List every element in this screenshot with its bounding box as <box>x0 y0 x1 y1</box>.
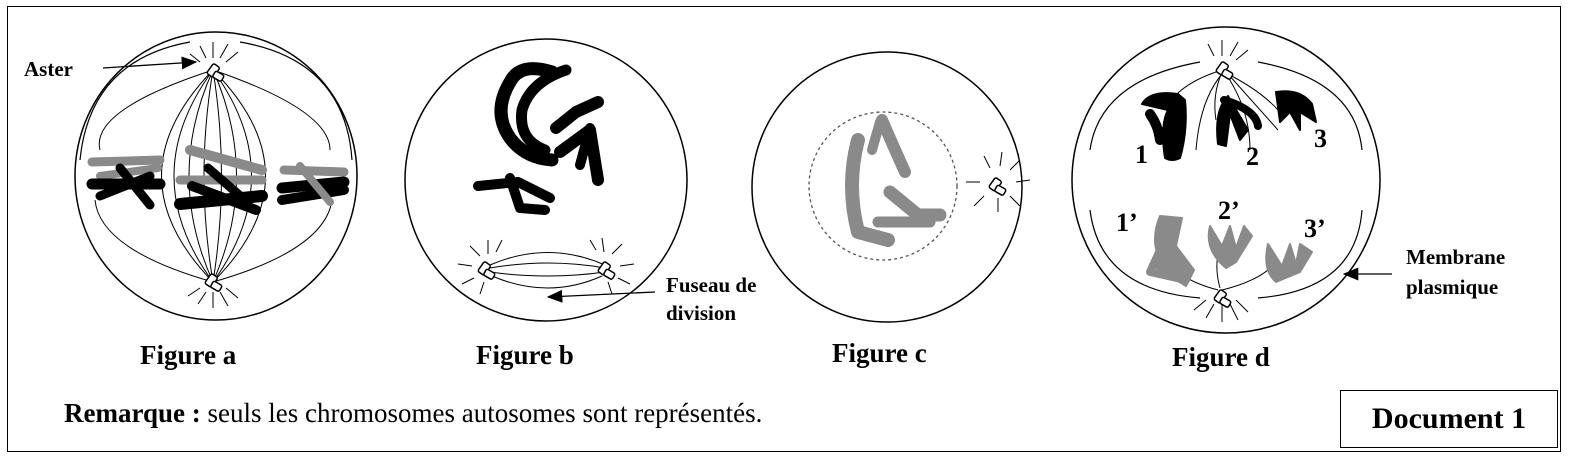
figure-b-aster-left <box>457 239 503 295</box>
figure-c-chromosomes <box>845 114 947 247</box>
figure-c-aster <box>966 151 1031 212</box>
aster-label: Aster <box>24 57 73 81</box>
chromosome-number-2-prime: 2’ <box>1218 196 1240 225</box>
figure-c-caption: Figure c <box>832 338 927 368</box>
figure-c-cell <box>751 51 1031 323</box>
remarque-heading: Remarque : <box>64 398 201 428</box>
chromosome-number-3: 3 <box>1314 124 1327 153</box>
membrane-label-line2: plasmique <box>1406 275 1499 299</box>
fuseau-arrow <box>546 289 656 303</box>
fuseau-label-line2: division <box>666 301 737 325</box>
document-label: Document 1 <box>1340 390 1558 448</box>
aster-arrow <box>102 56 198 70</box>
remarque-text: seuls les chromosomes autosomes sont rep… <box>200 398 763 428</box>
figure-b-cell <box>404 38 688 322</box>
chromosome-number-3-prime: 3’ <box>1304 214 1326 243</box>
remarque-note: Remarque : seuls les chromosomes autosom… <box>64 398 762 429</box>
chromosome-number-1-prime: 1’ <box>1116 208 1138 237</box>
figure-b-spindle <box>489 252 606 289</box>
figure-b-chromosomes <box>473 62 604 215</box>
figure-d-caption: Figure d <box>1172 342 1270 372</box>
figure-a-caption: Figure a <box>140 340 237 370</box>
document-frame <box>7 6 1561 452</box>
figure-d-black-chromatids <box>1141 90 1317 161</box>
fuseau-label-line1: Fuseau de <box>666 273 757 297</box>
figure-a-chromosomes <box>86 145 350 215</box>
figure-a-aster-bottom <box>187 272 239 308</box>
figure-d-grey-chromatids <box>1146 215 1313 287</box>
figure-d-aster-bottom <box>1193 288 1249 322</box>
figure-c-nucleus <box>808 111 958 261</box>
figure-b-aster-right <box>589 237 635 295</box>
figure-d-aster-top <box>1207 40 1249 81</box>
figure-a-cell <box>74 31 358 321</box>
chromosome-number-1: 1 <box>1135 140 1148 169</box>
chromosome-number-2: 2 <box>1246 142 1259 171</box>
membrane-label-line1: Membrane <box>1406 245 1506 269</box>
figure-d-cell <box>1071 26 1392 334</box>
figure-b-caption: Figure b <box>476 340 574 370</box>
